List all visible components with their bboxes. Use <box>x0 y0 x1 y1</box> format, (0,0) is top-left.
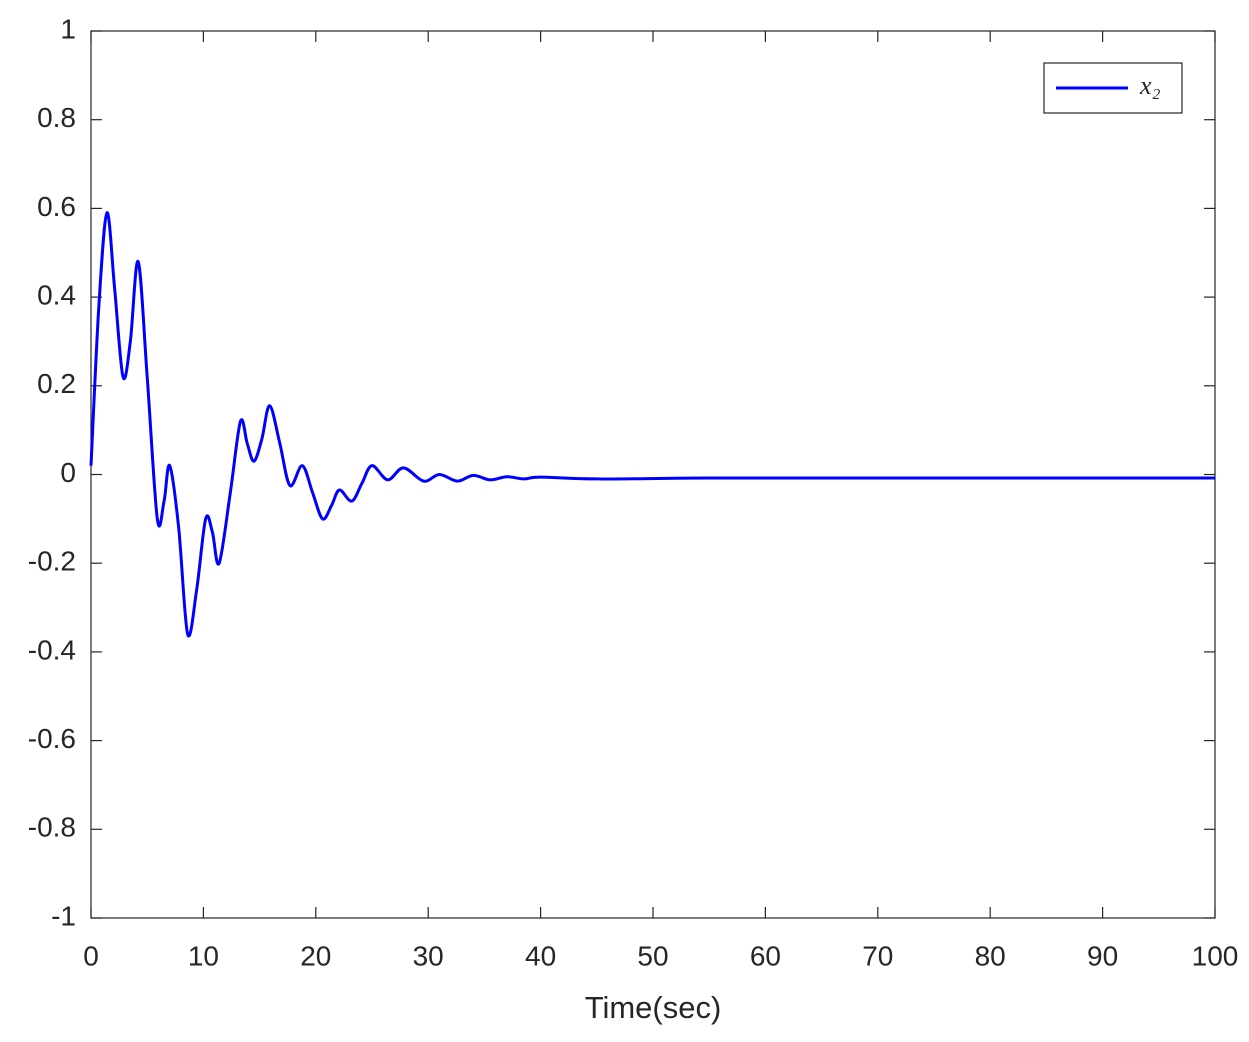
axes-box <box>90 30 1216 919</box>
y-tick-label: -0.8 <box>28 812 76 843</box>
x-tick-label: 0 <box>83 940 99 971</box>
y-tick-label: 0.2 <box>37 368 76 399</box>
y-tick-label: -0.2 <box>28 546 76 577</box>
x-tick-label: 10 <box>188 940 219 971</box>
x-tick-label: 80 <box>975 940 1006 971</box>
data-line <box>89 211 1215 638</box>
y-tick-label: -1 <box>51 900 76 931</box>
y-tick-label: -0.4 <box>28 634 76 665</box>
y-tick-label: -0.6 <box>28 723 76 754</box>
x-tick-label: 30 <box>413 940 444 971</box>
y-tick-label: 0.4 <box>37 279 76 310</box>
x-tick-label: 50 <box>637 940 668 971</box>
x-axis-label: Time(sec) <box>585 990 722 1025</box>
x-tick-label: 60 <box>750 940 781 971</box>
x-tick-label: 20 <box>300 940 331 971</box>
y-tick-label: 0.8 <box>37 102 76 133</box>
x-tick-label: 40 <box>525 940 556 971</box>
y-tick-label: 0.6 <box>37 191 76 222</box>
y-tick-label: 1 <box>60 13 76 44</box>
x-tick-label: 100 <box>1192 940 1239 971</box>
y-tick-label: 0 <box>60 457 76 488</box>
x-tick-label: 90 <box>1087 940 1118 971</box>
x-tick-label: 70 <box>862 940 893 971</box>
legend-label: x₂ <box>1139 71 1161 100</box>
